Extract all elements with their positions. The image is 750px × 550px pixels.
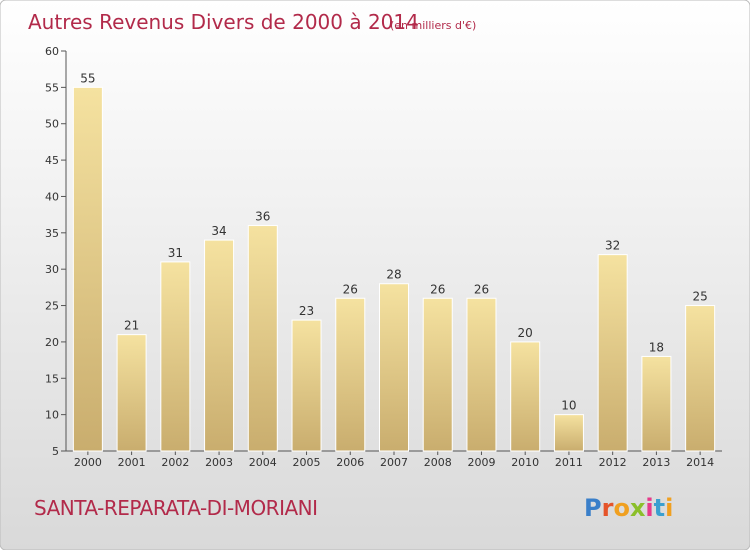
y-tick-label: 60 — [45, 45, 59, 58]
bars — [72, 86, 716, 452]
x-tick-label: 2000 — [74, 456, 102, 469]
proxiti-logo: Proxiti — [584, 494, 673, 522]
y-tick-label: 15 — [45, 372, 59, 385]
bar — [597, 254, 628, 452]
x-tick-label: 2011 — [555, 456, 583, 469]
y-tick-label: 50 — [45, 118, 59, 131]
y-tick-label: 30 — [45, 263, 59, 276]
data-label: 25 — [692, 290, 707, 304]
x-tick-label: 2004 — [249, 456, 277, 469]
data-label: 55 — [80, 71, 95, 85]
bar — [510, 341, 541, 452]
bar — [685, 305, 716, 452]
x-tick-label: 2005 — [293, 456, 321, 469]
bar — [466, 297, 497, 452]
x-tick-label: 2014 — [686, 456, 714, 469]
bar — [160, 261, 191, 452]
x-tick-label: 2002 — [161, 456, 189, 469]
bar — [291, 319, 322, 452]
data-label: 23 — [299, 304, 314, 318]
bar — [422, 297, 453, 452]
x-tick-label: 2013 — [642, 456, 670, 469]
axes: 5 10 15 20 25 30 35 40 45 50 55 60 2000 2001 2002 2003 2… — [45, 45, 722, 469]
chart-subtitle: (en milliers d'€) — [390, 19, 476, 32]
bar — [641, 355, 672, 452]
bar — [379, 283, 409, 452]
y-tick-label: 25 — [45, 300, 59, 313]
data-label: 36 — [255, 210, 270, 224]
data-label: 10 — [561, 399, 576, 413]
x-tick-label: 2006 — [336, 456, 364, 469]
data-label: 26 — [430, 282, 445, 296]
data-label: 18 — [649, 340, 664, 354]
data-label: 26 — [474, 282, 489, 296]
data-label: 20 — [518, 326, 533, 340]
data-label: 21 — [124, 319, 139, 333]
data-label: 26 — [343, 282, 358, 296]
x-tick-label: 2008 — [424, 456, 452, 469]
x-tick-label: 2010 — [511, 456, 539, 469]
chart-title: Autres Revenus Divers de 2000 à 2014 — [28, 10, 419, 34]
data-label: 28 — [386, 268, 401, 282]
bar — [553, 414, 584, 452]
x-tick-label: 2003 — [205, 456, 233, 469]
bar — [116, 334, 147, 452]
data-labels: 55 21 31 34 36 23 26 28 26 26 20 10 32 18 25 — [80, 71, 708, 412]
bar — [335, 297, 366, 452]
y-tick-label: 10 — [45, 409, 59, 422]
y-tick-label: 45 — [45, 154, 59, 167]
y-tick-label: 55 — [45, 81, 59, 94]
y-tick-label: 20 — [45, 336, 59, 349]
y-tick-label: 5 — [52, 445, 59, 458]
bar — [204, 239, 235, 452]
location-label: SANTA-REPARATA-DI-MORIANI — [34, 496, 318, 520]
x-tick-label: 2007 — [380, 456, 408, 469]
y-tick-label: 35 — [45, 227, 59, 240]
bar — [247, 225, 278, 452]
data-label: 34 — [211, 224, 226, 238]
x-tick-label: 2012 — [599, 456, 627, 469]
data-label: 32 — [605, 239, 620, 253]
bar — [72, 86, 103, 452]
x-tick-label: 2009 — [467, 456, 495, 469]
y-tick-label: 40 — [45, 190, 59, 203]
x-tick-label: 2001 — [118, 456, 146, 469]
data-label: 31 — [168, 246, 183, 260]
